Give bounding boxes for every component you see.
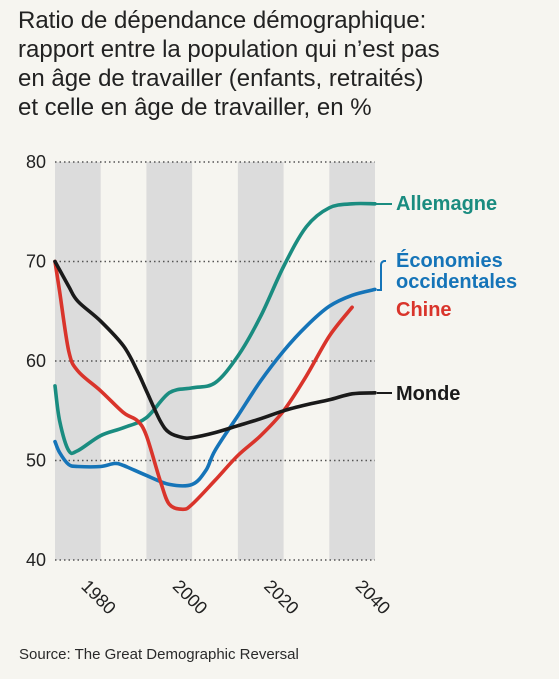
x-tick-2000: 2000 [169, 576, 211, 618]
title-line-1: Ratio de dépendance démographique: [18, 7, 427, 34]
shaded-decade-bands [55, 162, 375, 560]
label-monde: Monde [396, 383, 460, 405]
y-tick-60: 60 [26, 351, 46, 371]
label-occidentales-line-1: Économies [396, 249, 503, 272]
band-1990 [146, 162, 193, 560]
y-tick-80: 80 [26, 152, 46, 172]
y-tick-70: 70 [26, 252, 46, 272]
y-tick-40: 40 [26, 550, 46, 570]
x-axis-tick-labels: 1980 2000 2020 2040 [77, 576, 394, 618]
label-allemagne: Allemagne [396, 193, 497, 215]
y-axis-tick-labels: 40 50 60 70 80 [26, 152, 46, 570]
label-chine: Chine [396, 299, 452, 321]
title-line-4: et celle en âge de travailler, en % [18, 94, 372, 121]
title-line-3: en âge de travailler (enfants, retraités… [18, 65, 424, 92]
series-line-allemagne [53, 201, 377, 456]
x-tick-2020: 2020 [260, 576, 302, 618]
horizontal-gridlines [55, 161, 375, 561]
series-line-monde [53, 259, 377, 440]
source-note: Source: The Great Demographic Reversal [19, 646, 299, 663]
series-labels: Allemagne Économies occidentales Chine M… [376, 193, 517, 405]
label-occidentales-line-2: occidentales [396, 271, 517, 293]
y-tick-50: 50 [26, 451, 46, 471]
title-line-2: rapport entre la population qui n’est pa… [18, 36, 440, 63]
x-tick-1980: 1980 [77, 576, 119, 618]
occidentales-leader-line [377, 260, 386, 291]
series-line-economies-occidentales [53, 287, 377, 488]
x-tick-2040: 2040 [352, 576, 394, 618]
series-lines [53, 201, 377, 512]
line-chart: 40 50 60 70 80 1980 2000 2020 2040 Allemagne Éc… [26, 152, 517, 618]
chart-title: Ratio de dépendance démographique: rappo… [18, 6, 548, 122]
